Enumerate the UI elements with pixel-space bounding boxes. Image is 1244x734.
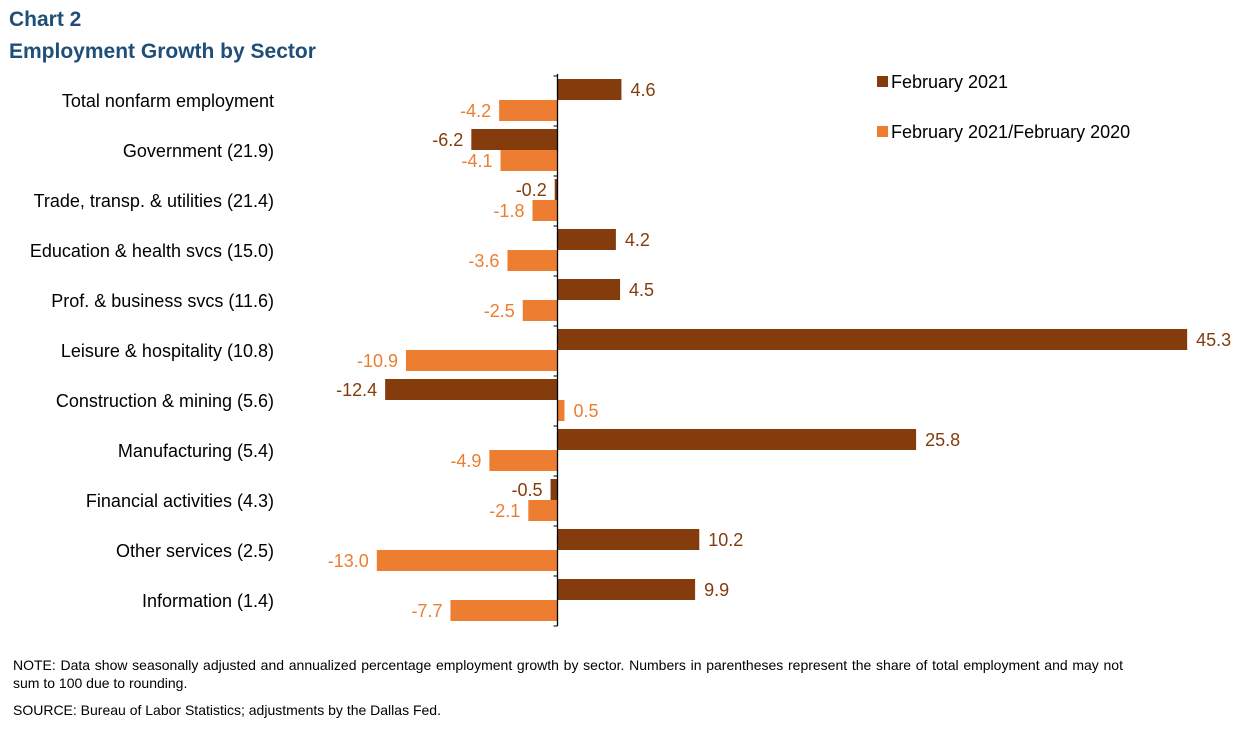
bar xyxy=(557,579,696,600)
category-label: Other services (2.5) xyxy=(116,541,274,561)
bar xyxy=(550,479,558,500)
data-label: 4.2 xyxy=(625,230,650,250)
bar xyxy=(471,129,558,150)
category-label: Education & health svcs (15.0) xyxy=(30,241,274,261)
category-label: Total nonfarm employment xyxy=(62,91,274,111)
data-label: -0.2 xyxy=(516,180,547,200)
bar-chart: Total nonfarm employment 4.6 -4.2 Governmen… xyxy=(30,72,1231,627)
category-label: Prof. & business svcs (11.6) xyxy=(51,291,274,311)
category-label: Government (21.9) xyxy=(123,141,274,161)
bar xyxy=(557,79,622,100)
footnote: NOTE: Data show seasonally adjusted and … xyxy=(13,657,1123,691)
data-label: 4.5 xyxy=(629,280,654,300)
category-label: Trade, transp. & utilities (21.4) xyxy=(34,191,274,211)
bar xyxy=(507,250,558,271)
bar xyxy=(500,150,558,171)
data-label: -4.2 xyxy=(460,101,491,121)
source-note: SOURCE: Bureau of Labor Statistics; adju… xyxy=(13,702,441,718)
data-label: 25.8 xyxy=(925,430,960,450)
data-label: -12.4 xyxy=(336,380,377,400)
legend-swatch xyxy=(877,76,888,87)
data-label: 9.9 xyxy=(704,580,729,600)
data-label: 0.5 xyxy=(573,401,598,421)
bar xyxy=(557,529,700,550)
data-label: -0.5 xyxy=(512,480,543,500)
bar xyxy=(557,279,621,300)
data-label: 4.6 xyxy=(630,80,655,100)
data-label: 45.3 xyxy=(1196,330,1231,350)
bar xyxy=(528,500,558,521)
bar xyxy=(532,200,558,221)
bar xyxy=(557,400,565,421)
data-label: -4.1 xyxy=(461,151,492,171)
data-label: -2.1 xyxy=(489,501,520,521)
bar xyxy=(405,350,558,371)
bar xyxy=(554,179,558,200)
data-label: -4.9 xyxy=(450,451,481,471)
data-label: -7.7 xyxy=(411,601,442,621)
bar xyxy=(385,379,558,400)
legend-swatch xyxy=(877,126,888,137)
data-label: -2.5 xyxy=(484,301,515,321)
category-label: Information (1.4) xyxy=(142,591,274,611)
bar xyxy=(499,100,558,121)
category-label: Manufacturing (5.4) xyxy=(118,441,274,461)
legend-label: February 2021 xyxy=(891,72,1008,92)
data-label: -3.6 xyxy=(468,251,499,271)
bar xyxy=(557,429,917,450)
bar xyxy=(450,600,558,621)
data-label: -6.2 xyxy=(432,130,463,150)
data-label: -1.8 xyxy=(493,201,524,221)
bar xyxy=(489,450,558,471)
bar xyxy=(376,550,558,571)
data-label: -13.0 xyxy=(328,551,369,571)
data-label: 10.2 xyxy=(708,530,743,550)
bar xyxy=(557,329,1188,350)
category-label: Construction & mining (5.6) xyxy=(56,391,274,411)
bar xyxy=(522,300,558,321)
data-label: -10.9 xyxy=(357,351,398,371)
chart-title: Employment Growth by Sector xyxy=(9,40,316,63)
category-label: Financial activities (4.3) xyxy=(86,491,274,511)
bar xyxy=(557,229,616,250)
chart-number: Chart 2 xyxy=(9,8,82,31)
category-label: Leisure & hospitality (10.8) xyxy=(61,341,274,361)
legend-label: February 2021/February 2020 xyxy=(891,122,1130,142)
